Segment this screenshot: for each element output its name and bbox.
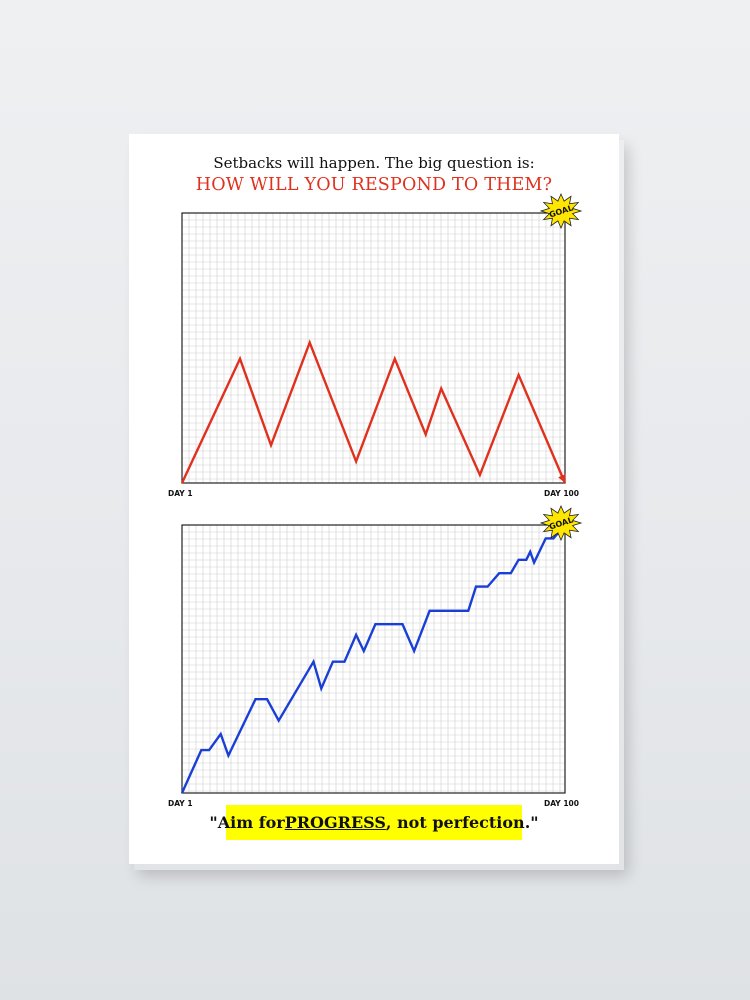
poster-headline: Setbacks will happen. The big question i… — [213, 154, 535, 172]
quote-emphasis: PROGRESS — [284, 813, 386, 832]
poster-subhead: HOW WILL YOU RESPOND TO THEM? — [195, 175, 553, 195]
poster: Setbacks will happen. The big question i… — [129, 134, 619, 864]
goal-burst-icon-1 — [539, 193, 583, 229]
chart-frame-1 — [181, 212, 566, 484]
series-line-2-1 — [180, 524, 566, 794]
chart-grid-1 — [182, 213, 565, 483]
x-tick-label-end-1: DAY 100 — [544, 489, 579, 498]
series-arrowhead-1 — [558, 474, 566, 483]
quote-banner: "Aim for PROGRESS, not perfection." — [209, 805, 539, 840]
x-tick-label-end-2: DAY 100 — [544, 799, 579, 808]
goal-burst-icon-2 — [539, 505, 583, 541]
chart-frame-2 — [181, 524, 566, 794]
quote-open: "Aim for — [209, 813, 285, 832]
quote-close: , not perfection." — [385, 813, 539, 832]
x-tick-label-start-2: DAY 1 — [168, 799, 193, 808]
chart-grid-2 — [182, 525, 565, 793]
series-line-1-1 — [180, 339, 567, 484]
x-tick-label-start-1: DAY 1 — [168, 489, 193, 498]
